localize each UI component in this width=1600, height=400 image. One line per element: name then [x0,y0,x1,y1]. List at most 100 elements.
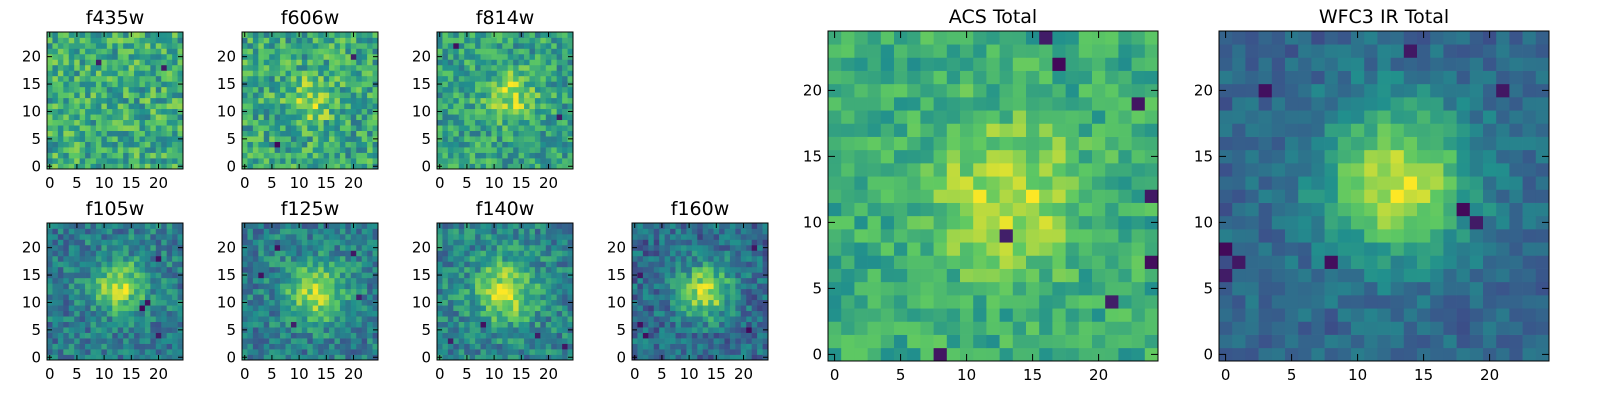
heatmap-cell [123,32,129,38]
heatmap-cell [57,48,64,55]
heatmap-cell [485,64,492,71]
heatmap-cell [356,244,363,251]
heatmap-cell [247,310,254,317]
heatmap-cell [529,354,536,361]
heatmap-cell [161,152,168,159]
heatmap-cell [90,321,97,328]
heatmap-cell [762,343,769,350]
heatmap-cell [475,294,481,301]
heatmap-cell [545,125,552,131]
heatmap-cell [323,321,330,328]
heatmap-cell [464,86,470,93]
heatmap-cell [274,48,281,55]
heatmap-cell [653,272,660,279]
heatmap-cell [670,321,676,328]
heatmap-cell [675,228,682,235]
heatmap-cell [485,114,492,121]
heatmap-cell [469,53,476,60]
heatmap-cell [85,288,91,295]
heatmap-cell [307,305,314,312]
heatmap-cell [350,299,357,306]
heatmap-cell [334,288,341,295]
heatmap-cell [318,130,324,137]
heatmap-cell [551,244,558,251]
heatmap-cell [437,332,443,339]
heatmap-cell [134,53,140,60]
heatmap-cell [269,103,275,110]
heatmap-cell [675,316,682,322]
heatmap-cells [47,32,184,170]
heatmap-cell [697,316,704,322]
heatmap-cell [134,327,140,333]
heatmap-cell [1039,281,1053,296]
heatmap-cell [312,32,319,38]
heatmap-cell [166,250,173,257]
heatmap-cell [150,163,157,170]
heatmap-cell [323,343,330,350]
heatmap-cell [1065,295,1080,309]
heatmap-cell [252,92,259,99]
heatmap-cell [540,130,547,137]
heatmap-cell [307,75,314,82]
heatmap-cell [339,163,346,170]
heatmap-cell [101,136,108,142]
heatmap-cell [1012,268,1027,283]
heatmap-cell [312,244,319,251]
heatmap-cell [307,86,314,93]
heatmap-cell [166,32,173,38]
heatmap-cell [134,147,140,153]
y-tick-label: 20 [607,239,626,257]
heatmap-cell [95,266,102,273]
heatmap-cell [296,48,303,55]
heatmap-cell [144,343,151,350]
heatmap-cell [90,349,97,355]
heatmap-cell [263,86,270,93]
heatmap-cell [447,244,454,251]
heatmap-cell [735,250,742,257]
heatmap-cell [90,244,97,251]
heatmap-cell [1039,176,1053,190]
heatmap-cell [52,316,59,322]
heatmap-cell [339,244,346,251]
heatmap-cell [57,92,64,99]
heatmap-cell [1026,163,1040,177]
heatmap-cell [502,37,509,44]
heatmap-cell [334,141,341,148]
heatmap-cell [166,239,173,246]
heatmap-cell [161,103,168,110]
heatmap-cell [447,250,454,257]
heatmap-cell [285,64,292,71]
heatmap-cell [491,305,498,312]
heatmap-cell [567,42,574,49]
heatmap-cell [367,70,373,77]
heatmap-cell [301,261,308,268]
heatmap-cell [312,108,319,115]
heatmap-cell [999,215,1014,230]
heatmap-cell [469,147,476,153]
heatmap-cell [545,310,552,317]
heatmap-cell [458,141,465,148]
heatmap-cell [1092,281,1106,296]
heatmap-cell [529,288,536,295]
heatmap-cell [296,332,303,339]
heatmap-cell [491,86,498,93]
heatmap-cell [101,48,108,55]
heatmap-cell [453,114,460,121]
heatmap-cell [90,288,97,295]
heatmap-cell [686,244,693,251]
heatmap-cell [680,277,687,284]
heatmap-cell [442,349,449,355]
heatmap-cell [513,310,519,317]
heatmap-cell [907,347,921,362]
heatmap-cell [485,250,492,257]
heatmap-cell [242,70,248,77]
heatmap-cell [57,114,64,121]
heatmap-cell [345,244,352,251]
heatmap-cell [345,316,352,322]
heatmap-cell [719,294,725,301]
heatmap-cell [269,261,275,268]
heatmap-cell [123,343,129,350]
heatmap-cell [47,283,53,290]
heatmap-cell [290,261,297,268]
heatmap-cell [464,343,470,350]
